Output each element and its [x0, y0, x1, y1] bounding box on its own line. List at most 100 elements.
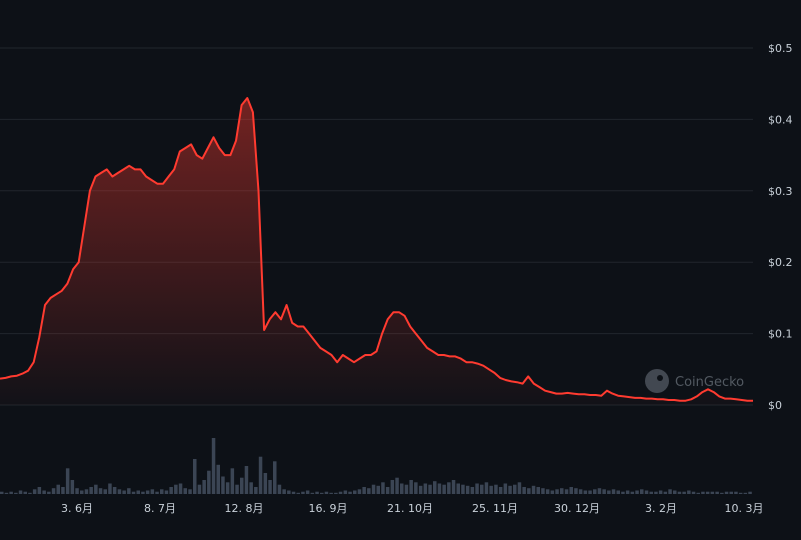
volume-bar: [607, 490, 611, 494]
volume-bar: [583, 490, 588, 494]
volume-bar: [433, 481, 437, 494]
volume-bar: [569, 487, 573, 494]
volume-bar: [447, 482, 451, 494]
y-tick-label: $0.4: [768, 113, 793, 126]
volume-bar: [428, 484, 432, 494]
volume-bar: [145, 490, 150, 494]
volume-bar: [677, 491, 682, 494]
volume-bar: [414, 482, 418, 494]
volume-bar: [644, 490, 649, 494]
volume-bar: [160, 489, 164, 494]
volume-bar: [734, 491, 738, 494]
volume-bar: [254, 487, 258, 494]
volume-bar: [197, 484, 202, 494]
volume-bar: [720, 492, 724, 494]
volume-bar: [715, 491, 719, 494]
volume-bar: [522, 487, 526, 494]
volume-bar: [282, 489, 286, 494]
volume-bar: [75, 488, 79, 494]
volume-bar: [696, 492, 700, 494]
volume-bar: [348, 491, 352, 494]
volume-bar: [174, 484, 178, 494]
volume-bar: [0, 491, 4, 494]
volume-bar: [654, 491, 658, 494]
volume-bar: [211, 438, 216, 494]
coingecko-logo-eye-icon: [657, 375, 663, 381]
volume-bar: [470, 487, 475, 494]
volume-bar: [508, 485, 512, 494]
price-line: [0, 97, 753, 402]
volume-bar: [489, 485, 493, 494]
volume-bar: [230, 468, 235, 494]
volume-bar: [687, 490, 691, 494]
volume-bar: [273, 461, 277, 494]
volume-bar: [14, 492, 18, 494]
volume-bar: [80, 490, 84, 494]
volume-bar: [357, 489, 362, 494]
volume-bar: [385, 487, 390, 494]
watermark-label: CoinGecko: [675, 375, 744, 390]
volume-bar: [207, 470, 211, 494]
volume-bar: [404, 484, 409, 494]
volume-bar: [65, 468, 70, 494]
volume-bar: [343, 490, 348, 494]
volume-bar: [268, 480, 272, 494]
volume-bar: [84, 489, 89, 494]
volume-bar: [465, 485, 470, 494]
volume-bar: [155, 491, 159, 494]
volume-bar: [37, 487, 42, 494]
y-tick-label: $0.1: [768, 328, 793, 341]
x-tick-label: 16. 9月: [309, 502, 348, 515]
volume-bar: [668, 489, 672, 494]
volume-bar: [9, 491, 13, 494]
volume-bar: [28, 492, 32, 494]
volume-bar: [456, 483, 460, 494]
volume-bar: [23, 491, 27, 494]
x-tick-label: 21. 10月: [387, 502, 433, 515]
volume-bar: [630, 491, 635, 494]
y-axis-labels: $0 $0.1 $0.2 $0.3 $0.4 $0.5: [768, 42, 793, 412]
volume-bar: [258, 456, 263, 494]
volume-bar: [748, 491, 752, 494]
volume-bar: [367, 488, 371, 494]
volume-bar: [169, 487, 173, 494]
volume-bar: [305, 490, 310, 494]
volume-bar: [263, 473, 268, 494]
x-axis-labels: 3. 6月 8. 7月 12. 8月 16. 9月 21. 10月 25. 11月 30. …: [61, 502, 764, 515]
volume-bar: [221, 476, 225, 494]
volume-bar: [691, 491, 696, 494]
volume-bar: [108, 483, 112, 494]
volume-bar: [42, 490, 46, 494]
volume-bar: [442, 484, 446, 494]
y-tick-label: $0.5: [768, 42, 793, 55]
volume-bar: [225, 482, 230, 494]
volume-bar: [70, 480, 75, 494]
x-tick-label: 3. 2月: [645, 502, 677, 515]
volume-bar: [541, 488, 545, 494]
volume-bar: [513, 484, 517, 494]
volume-bar: [400, 483, 404, 494]
volume-bar: [112, 487, 117, 494]
volume-bar: [296, 492, 300, 494]
volume-bar: [555, 489, 559, 494]
volume-bar: [202, 480, 206, 494]
volume-bar: [611, 489, 616, 494]
volume-bar: [531, 485, 536, 494]
volume-bar: [244, 466, 249, 494]
volume-bar: [131, 491, 136, 494]
volume-bar: [61, 487, 65, 494]
volume-bar: [381, 482, 385, 494]
volume-bar: [682, 491, 686, 494]
volume-bar: [188, 489, 192, 494]
volume-bar: [593, 489, 597, 494]
volume-bar: [625, 490, 630, 494]
volume-bar: [724, 491, 729, 494]
volume-bar: [743, 492, 748, 494]
volume-bar: [588, 490, 592, 494]
volume-bar: [4, 492, 9, 494]
volume-bar: [503, 483, 508, 494]
volume-bar: [710, 491, 715, 494]
coingecko-logo-icon: [645, 369, 669, 393]
volume-bar: [51, 488, 56, 494]
volume-bar: [578, 489, 583, 494]
